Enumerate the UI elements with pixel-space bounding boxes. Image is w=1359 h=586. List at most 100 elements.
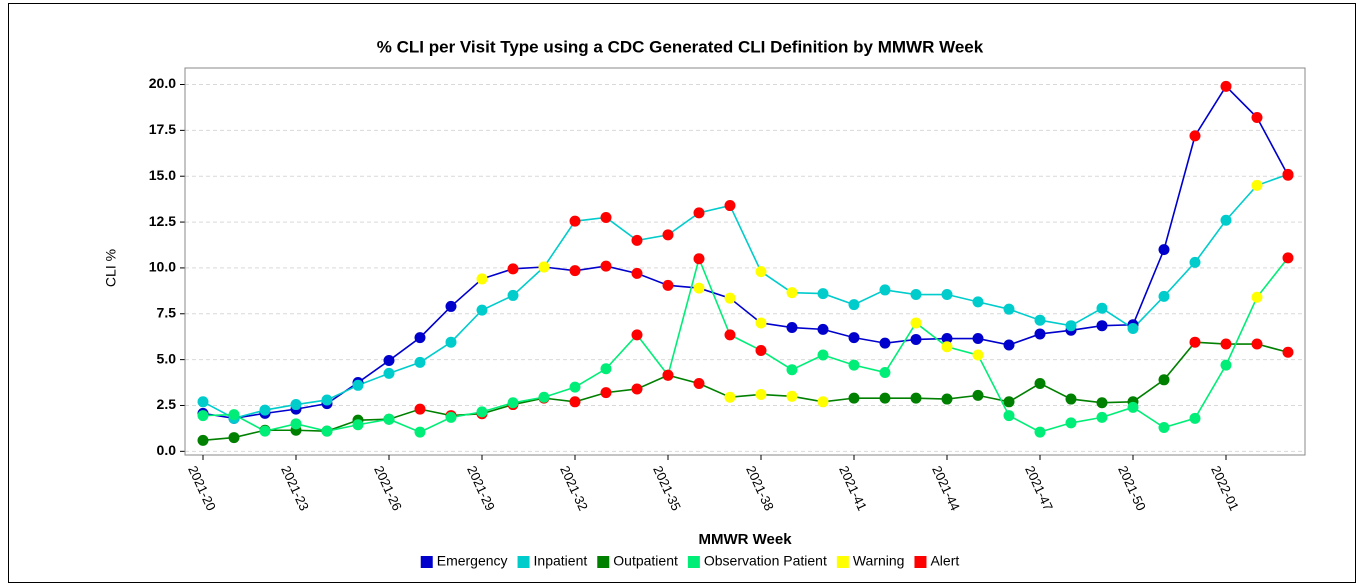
data-point: [383, 367, 395, 379]
data-point: [1065, 320, 1077, 332]
data-point: [569, 396, 581, 408]
y-tick-label: 12.5: [149, 213, 176, 229]
y-tick-label: 10.0: [149, 259, 176, 275]
data-point: [228, 409, 240, 421]
y-tick-label: 20.0: [149, 75, 176, 91]
data-point: [414, 332, 426, 344]
data-point: [538, 261, 550, 273]
data-point: [1096, 320, 1108, 332]
data-point: [817, 396, 829, 408]
legend-label: Observation Patient: [704, 553, 827, 569]
data-point: [724, 292, 736, 304]
data-point: [1096, 397, 1108, 409]
data-point: [879, 392, 891, 404]
data-point: [228, 432, 240, 444]
data-point: [414, 426, 426, 438]
data-point: [693, 253, 705, 265]
data-point: [259, 425, 271, 437]
chart-title: % CLI per Visit Type using a CDC Generat…: [377, 37, 984, 56]
data-point: [1158, 421, 1170, 433]
data-point: [879, 284, 891, 296]
data-point: [1003, 303, 1015, 315]
data-point: [786, 364, 798, 376]
data-point: [445, 300, 457, 312]
data-point: [755, 266, 767, 278]
data-point: [910, 333, 922, 345]
data-point: [1220, 359, 1232, 371]
data-point: [941, 333, 953, 345]
data-point: [1003, 410, 1015, 422]
data-point: [1282, 252, 1294, 264]
legend: Emergency Inpatient Outpatient Observation …: [420, 553, 959, 569]
y-tick-label: 7.5: [157, 304, 177, 320]
data-point: [1158, 244, 1170, 256]
data-point: [600, 211, 612, 223]
data-point: [1158, 374, 1170, 386]
data-point: [910, 392, 922, 404]
data-point: [1127, 401, 1139, 413]
data-point: [631, 383, 643, 395]
data-point: [817, 349, 829, 361]
data-point: [383, 413, 395, 425]
data-point: [507, 397, 519, 409]
data-point: [1034, 314, 1046, 326]
data-point: [1003, 396, 1015, 408]
data-point: [476, 406, 488, 418]
data-point: [1282, 168, 1294, 180]
data-point: [414, 403, 426, 415]
data-point: [538, 391, 550, 403]
data-point: [321, 425, 333, 437]
data-point: [972, 349, 984, 361]
data-point: [693, 207, 705, 219]
legend-swatch: [836, 556, 849, 568]
data-point: [1065, 393, 1077, 405]
data-point: [786, 287, 798, 299]
frame: [8, 3, 1356, 583]
data-point: [569, 215, 581, 227]
data-point: [1096, 302, 1108, 314]
data-point: [786, 390, 798, 402]
plot-frame: [184, 67, 1306, 456]
data-point: [1034, 426, 1046, 438]
data-point: [631, 234, 643, 246]
data-point: [445, 411, 457, 423]
data-point: [352, 379, 364, 391]
y-tick-label: 15.0: [149, 167, 176, 183]
data-point: [910, 289, 922, 301]
data-point: [197, 410, 209, 422]
data-point: [507, 289, 519, 301]
data-point: [1096, 411, 1108, 423]
legend-label: Warning: [853, 553, 905, 569]
legend-swatch: [420, 556, 433, 568]
data-point: [290, 399, 302, 411]
legend-label: Inpatient: [534, 553, 588, 569]
data-point: [1189, 130, 1201, 142]
data-point: [693, 282, 705, 294]
legend-swatch: [517, 556, 530, 568]
data-point: [724, 329, 736, 341]
data-point: [941, 289, 953, 301]
series-line: [202, 173, 1289, 420]
data-point: [879, 337, 891, 349]
y-tick-label: 2.5: [157, 396, 177, 412]
data-point: [476, 304, 488, 316]
data-point: [1127, 322, 1139, 334]
data-point: [321, 394, 333, 406]
data-point: [1189, 412, 1201, 424]
legend-swatch: [914, 556, 927, 568]
data-point: [1251, 338, 1263, 350]
data-point: [1034, 328, 1046, 340]
data-point: [1065, 417, 1077, 429]
data-point: [631, 329, 643, 341]
data-point: [662, 279, 674, 291]
data-point: [1251, 179, 1263, 191]
data-point: [476, 273, 488, 285]
data-point: [1220, 214, 1232, 226]
data-point: [817, 323, 829, 335]
data-point: [600, 363, 612, 375]
data-point: [569, 265, 581, 277]
data-point: [445, 336, 457, 348]
data-point: [755, 388, 767, 400]
